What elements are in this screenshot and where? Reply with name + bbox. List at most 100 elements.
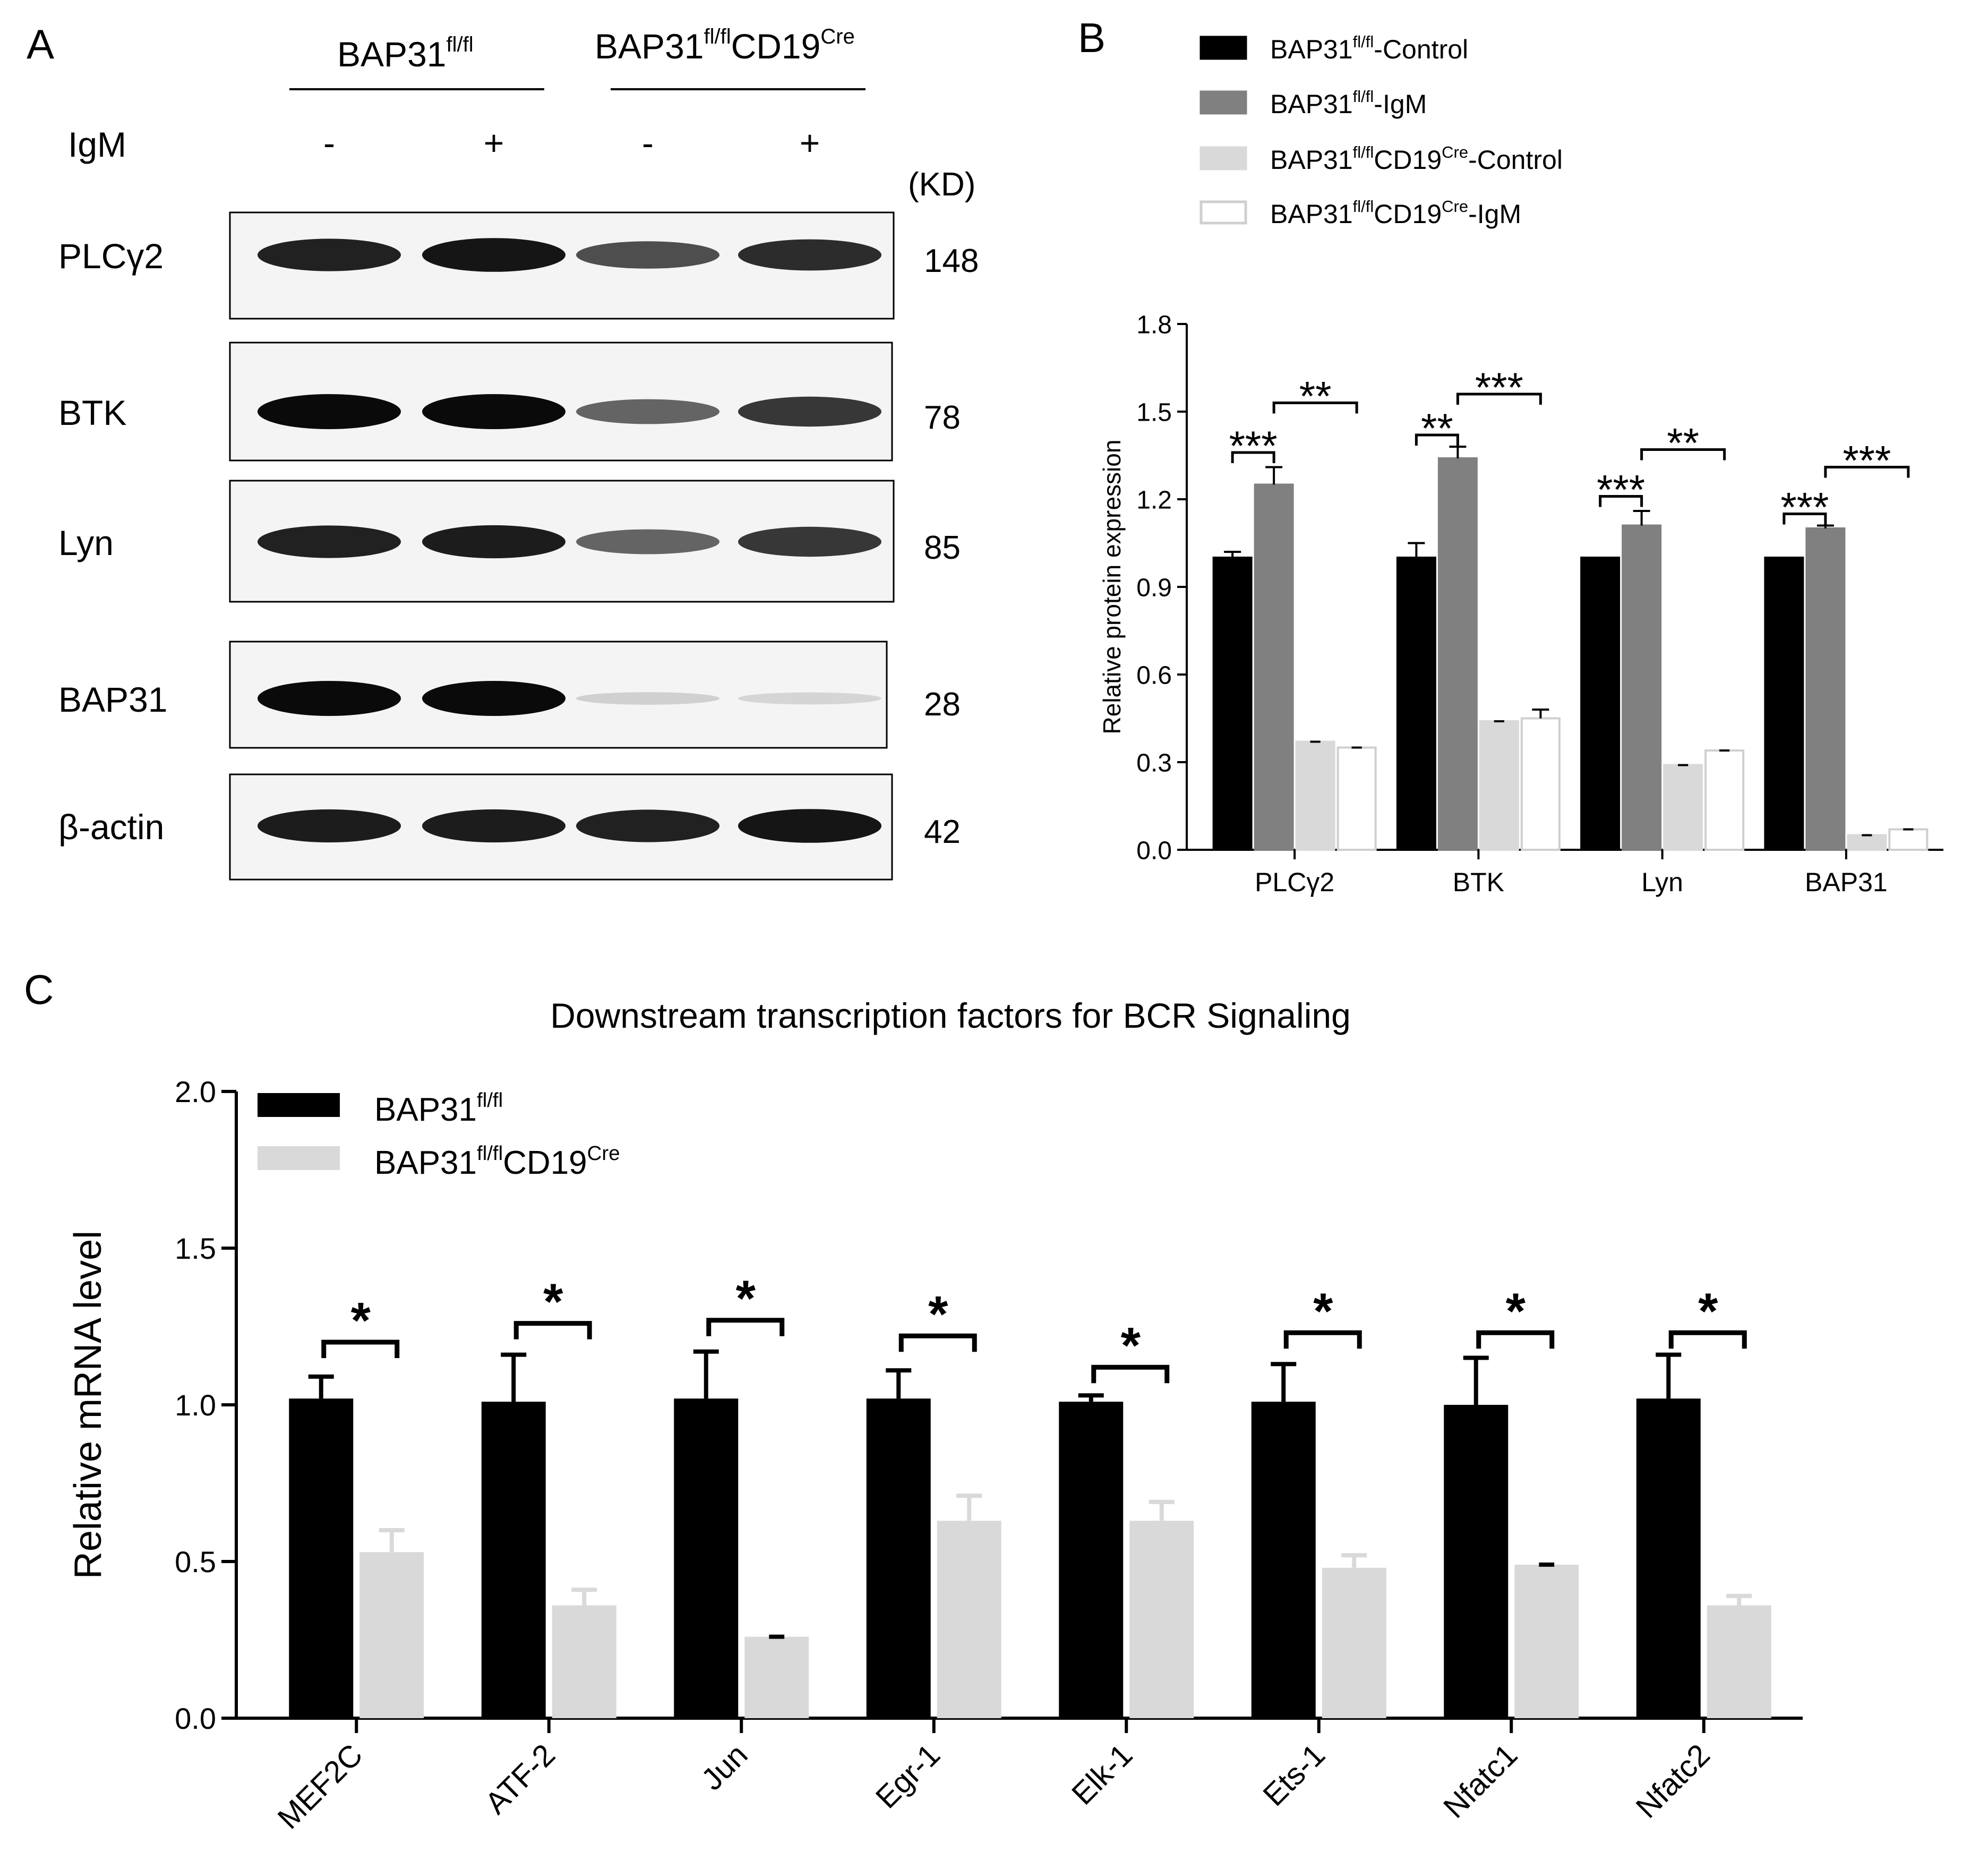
x-tick-label: MEF2C (271, 1737, 369, 1836)
blot-band (576, 241, 719, 269)
y-tick-label: 1.0 (175, 1388, 216, 1422)
blot-band (738, 692, 881, 705)
significance-label: ** (1667, 420, 1699, 466)
blot-band (422, 394, 565, 429)
significance-label: *** (1229, 422, 1278, 469)
group-label-bap31-flfl: BAP31fl/fl (337, 33, 474, 74)
blot-label: Lyn (58, 523, 114, 562)
bar (1212, 557, 1253, 851)
legend-label: BAP31fl/fl-IgM (1270, 87, 1427, 119)
legend-label: BAP31fl/flCD19Cre (374, 1142, 620, 1181)
x-tick-label: BAP31 (1805, 867, 1888, 897)
panel-b-letter: B (1078, 14, 1106, 61)
significance-bracket: *** (1597, 466, 1645, 513)
bracket-line (1272, 402, 1358, 414)
legend-label: BAP31fl/flCD19Cre-IgM (1270, 197, 1521, 229)
bracket-line (1415, 433, 1459, 446)
bar (1704, 749, 1745, 851)
significance-label: *** (1780, 484, 1829, 531)
panel-c-letter: C (24, 966, 54, 1013)
legend-swatch (258, 1146, 340, 1170)
legend-swatch (1199, 90, 1247, 115)
panel-b-plot: 0.0 0.3 0.6 0.9 1.2 1.5 1.8 Relative protein ex… (1098, 311, 1943, 897)
legend-label-part: fl/fl (477, 1089, 503, 1112)
bar (1396, 557, 1436, 851)
legend-label-part: fl/fl (477, 1142, 503, 1165)
category-group-plc-2 (1212, 466, 1377, 851)
significance-label: *** (1843, 437, 1891, 484)
blot-band (258, 681, 401, 716)
blot-band (738, 396, 881, 427)
bar (1322, 1567, 1386, 1718)
legend-label-part: -IgM (1374, 89, 1427, 119)
significance-bracket: * (898, 1286, 977, 1352)
group-ko-sup: fl/fl (704, 25, 731, 48)
legend-label-part: Cre (1442, 143, 1468, 161)
significance-bracket: * (1091, 1317, 1170, 1384)
bar (1663, 764, 1703, 851)
y-tick-label: 0.6 (1136, 661, 1172, 689)
legend-label: BAP31fl/flCD19Cre-Control (1270, 143, 1563, 175)
blot-kd: 28 (924, 686, 961, 723)
legend-label-part: CD19 (503, 1145, 587, 1181)
blot-band (422, 525, 565, 559)
x-tick-label: PLCγ2 (1255, 867, 1334, 897)
y-tick-label: 0.9 (1136, 574, 1172, 602)
significance-label: * (543, 1274, 563, 1330)
y-axis-label: Relative mRNA level (67, 1231, 109, 1579)
blot-kd: 85 (924, 530, 961, 566)
legend-label-part: -Control (1374, 35, 1468, 64)
significance-label: * (1698, 1283, 1718, 1339)
legend-label-part: BAP31 (374, 1145, 477, 1181)
significance-bracket: * (1668, 1283, 1747, 1349)
bar (1336, 746, 1377, 851)
bracket-line (321, 1339, 400, 1358)
blot-band (258, 394, 401, 429)
significance-label: *** (1475, 364, 1523, 411)
y-tick-label: 0.3 (1136, 749, 1172, 777)
panel-c-mrna-chart: C Downstream transcription factors for B… (24, 966, 1803, 1836)
panel-b-legend: BAP31fl/fl-ControlBAP31fl/fl-IgMBAP31fl/… (1199, 32, 1563, 229)
legend-item-3: BAP31fl/flCD19Cre-Control (1199, 143, 1563, 175)
legend-label-part: -IgM (1468, 199, 1521, 229)
group-ko-sup2: Cre (820, 25, 854, 48)
blot-band (576, 529, 719, 554)
lane-sign-4: + (800, 123, 820, 163)
y-tick-label: 0.5 (175, 1545, 216, 1579)
significance-bracket: * (513, 1274, 592, 1339)
bar (1888, 828, 1929, 851)
bracket-line (1476, 1330, 1555, 1349)
x-tick-label: Egr-1 (869, 1737, 947, 1815)
legend-label: BAP31fl/fl-Control (1270, 32, 1468, 64)
blot-band (576, 809, 719, 842)
legend-label-part: BAP31 (1270, 35, 1353, 64)
bar (552, 1605, 616, 1718)
significance-bracket: * (321, 1292, 400, 1358)
bracket-line (513, 1321, 592, 1339)
y-axis-label: Relative protein expression (1098, 440, 1126, 735)
category-group-bap31 (1764, 524, 1929, 851)
panel-b-protein-chart: B BAP31fl/fl-ControlBAP31fl/fl-IgMBAP31f… (1078, 14, 1943, 897)
y-tick-label: 0.0 (1136, 837, 1172, 865)
y-tick-label: 2.0 (175, 1075, 216, 1108)
bar (1707, 1605, 1771, 1718)
bracket-line (1640, 448, 1726, 460)
legend-label-part: fl/fl (1353, 32, 1374, 51)
blot-band (738, 526, 881, 557)
bar (1059, 1402, 1124, 1718)
legend-label-part: BAP31 (1270, 199, 1353, 229)
bar (937, 1521, 1001, 1718)
panel-a-western-blot: A BAP31fl/fl BAP31fl/flCD19Cre IgM (KD) … (27, 21, 979, 881)
lane-signs: - + - + (323, 123, 820, 163)
y-tick-label: 1.5 (175, 1232, 216, 1265)
bar (1636, 1398, 1701, 1718)
y-tick-label: 0.0 (175, 1702, 216, 1735)
bar (1622, 524, 1662, 851)
x-tick-label: BTK (1453, 867, 1504, 897)
blot-kd: 78 (924, 399, 961, 436)
blot-band (576, 692, 719, 705)
group-label-bap31-flfl-cd19cre: BAP31fl/flCD19Cre (595, 25, 855, 66)
legend-label-part: fl/fl (1353, 87, 1374, 106)
